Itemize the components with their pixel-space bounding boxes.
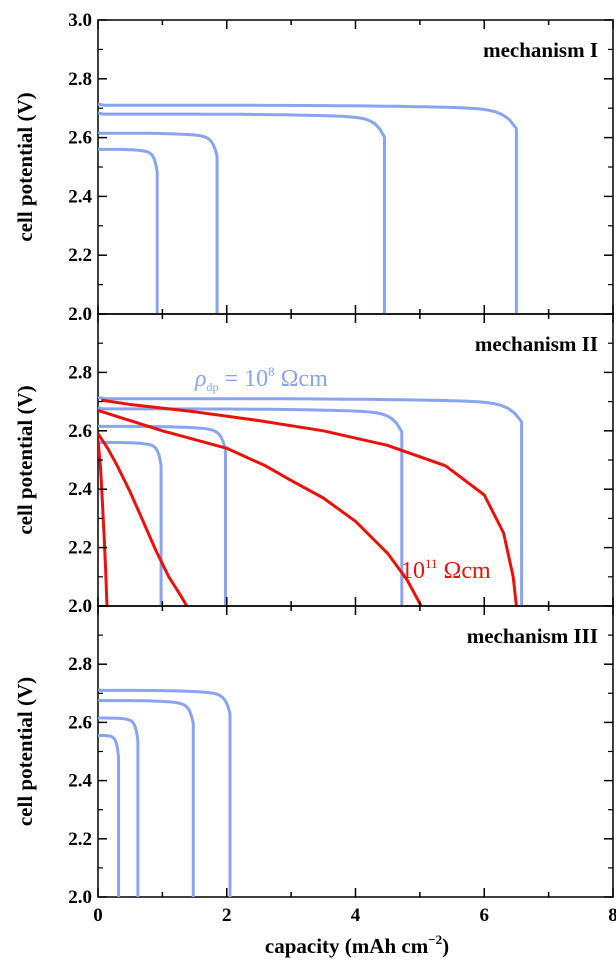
curves [98,687,232,897]
panel-title: mechanism II [475,332,598,356]
panel-title: mechanism I [483,38,598,62]
panel-mechanism-2: 2.0 2.2 2.4 2.6 2.8 mechanism II cell potent… [13,313,614,617]
curve-3 [98,716,140,897]
ticks: 2.0 2.2 2.4 2.6 2.8 [68,314,614,617]
red-curve-6 [98,408,423,606]
curve-1 [98,687,232,897]
y-tick-label: 2.2 [68,245,92,266]
blue-curve-2 [98,406,404,606]
y-tick-label: 2.0 [68,596,92,617]
y-tick-label: 2.6 [68,421,92,442]
curves [98,396,524,606]
y-tick-label: 2.8 [68,69,92,90]
y-tick-label: 2.2 [68,829,92,850]
y-axis-label: cell potential (V) [13,677,37,826]
y-tick-label: 2.4 [68,479,92,500]
x-tick-label: 0 [93,905,103,926]
y-tick-label: 2.8 [68,362,92,383]
plot-frame [97,19,614,315]
y-axis-label: cell potential (V) [13,92,37,241]
blue-series-label: ρdp = 108 Ωcm [194,364,328,394]
plot-frame [97,313,614,607]
blue-curve-3 [98,423,227,606]
curve-3 [98,130,219,314]
curve-1 [98,102,518,314]
red-curve-8 [98,439,109,606]
blue-curve-1 [98,396,524,606]
y-tick-label: 2.6 [68,128,92,149]
x-tick-label: 4 [351,905,361,926]
blue-curve-4 [98,440,163,606]
plot-frame [97,605,614,898]
y-tick-label: 2.0 [68,304,92,325]
x-tick-label: 6 [480,905,490,926]
y-tick-label: 2.8 [68,654,92,675]
curve-2 [98,111,386,314]
ticks: 2.0 2.2 2.4 2.6 2.8 0 2 4 6 8 [68,606,616,926]
y-tick-label: 2.6 [68,712,92,733]
y-tick-label: 2.0 [68,887,92,908]
x-tick-label: 8 [608,905,616,926]
panel-mechanism-1: 2.0 2.2 2.4 2.6 2.8 3.0 mechanism I cell pote… [13,10,614,325]
panel-title: mechanism III [467,624,598,648]
x-axis-label: capacity (mAh cm−2) [265,932,449,958]
curves [98,102,518,314]
red-curve-7 [98,432,189,606]
ticks: 2.0 2.2 2.4 2.6 2.8 3.0 [68,10,614,325]
curve-4 [98,733,121,897]
y-tick-label: 2.4 [68,186,92,207]
curve-2 [98,698,195,897]
red-series-label: 1011 Ωcm [401,556,491,584]
x-tick-label: 2 [222,905,232,926]
curve-4 [98,147,159,314]
panel-mechanism-3: 2.0 2.2 2.4 2.6 2.8 0 2 4 6 8 mechanism III cell … [13,605,616,926]
y-tick-label: 2.4 [68,771,92,792]
red-curve-5 [100,398,518,606]
y-tick-label: 2.2 [68,538,92,559]
y-axis-label: cell potential (V) [13,385,37,534]
y-tick-label: 3.0 [68,10,92,31]
